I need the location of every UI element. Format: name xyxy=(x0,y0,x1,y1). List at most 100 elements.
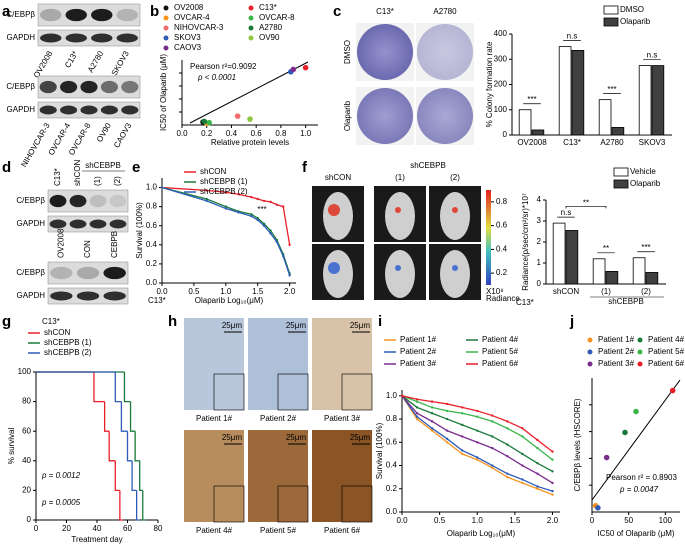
x-tick-label: (1) xyxy=(601,287,611,296)
blot xyxy=(47,189,129,213)
point xyxy=(622,429,628,436)
legend-marker xyxy=(163,5,169,11)
y-axis-label: Radiance(p/sec/cm²/sr)*10⁷ xyxy=(521,193,530,291)
image-row-label: DMSO xyxy=(343,40,352,64)
point xyxy=(415,406,419,409)
step xyxy=(119,490,123,521)
bar xyxy=(565,230,579,285)
point xyxy=(206,119,212,126)
point xyxy=(290,66,297,73)
legend-label: Olaparib xyxy=(620,17,651,26)
y-tick-label: 3 xyxy=(537,216,542,225)
annotation: ** xyxy=(603,244,609,253)
point xyxy=(603,454,610,461)
lane-label: C13* xyxy=(53,168,62,186)
y-tick-label: 4 xyxy=(537,195,542,204)
legend-marker xyxy=(248,5,254,11)
blot-band xyxy=(109,194,127,208)
point xyxy=(247,116,253,122)
blot-band xyxy=(76,266,100,280)
legend-marker xyxy=(613,167,629,177)
blot-band xyxy=(121,80,139,94)
point xyxy=(224,207,228,210)
legend-marker xyxy=(248,25,254,31)
mouse xyxy=(440,192,470,240)
scale-label: 25μm xyxy=(350,321,371,330)
x-tick-label: 0.0 xyxy=(396,516,408,525)
image-label: Patient 4# xyxy=(196,526,233,535)
annotation: p = 0.0012 xyxy=(41,471,81,480)
blot-band xyxy=(76,291,100,301)
ihc-inset xyxy=(341,373,373,411)
blot-band xyxy=(100,105,118,115)
blot-band xyxy=(49,219,67,229)
annotation: Pearson r² = 0.8903 xyxy=(606,473,677,482)
x-tick-label: 20 xyxy=(62,524,71,533)
point xyxy=(476,429,479,432)
point xyxy=(430,420,434,423)
blot-band xyxy=(89,194,107,208)
colorbar-tick-label: 0.8 xyxy=(496,197,508,206)
y-tick-label: 0.6 xyxy=(386,437,398,446)
legend-label: SKOV3 xyxy=(174,33,201,42)
lane-label: OV90 xyxy=(95,121,113,144)
legend-label: Olaparib xyxy=(630,179,661,188)
blot-row-label: C/EBPβ xyxy=(6,10,35,19)
signal xyxy=(452,265,458,271)
point xyxy=(415,415,419,418)
blot xyxy=(37,3,141,27)
blot-band xyxy=(91,33,113,43)
image-label: Patient 5# xyxy=(260,526,297,535)
point xyxy=(476,415,479,418)
bar xyxy=(611,127,625,136)
point xyxy=(275,240,279,244)
fit-line xyxy=(591,379,681,501)
image-label: Patient 1# xyxy=(196,414,233,423)
point xyxy=(460,406,464,409)
point xyxy=(536,462,539,465)
bar xyxy=(558,46,572,136)
bracket xyxy=(565,205,607,209)
point xyxy=(256,218,259,222)
ihc-inset xyxy=(213,485,245,523)
legend-label: Patient 4# xyxy=(482,335,519,344)
lane-label: OV2008 xyxy=(32,49,55,79)
point xyxy=(415,400,419,403)
blot-band xyxy=(40,33,62,43)
x-tick-label: 50 xyxy=(624,516,633,525)
blot-row-label: GAPDH xyxy=(17,291,46,300)
x-axis-label: Olaparib Log₁₀(μM) xyxy=(195,296,264,305)
scale-label: 25μm xyxy=(286,433,307,442)
blot-band xyxy=(116,8,138,22)
legend-label: OV2008 xyxy=(174,3,204,12)
y-tick-label: 40 xyxy=(22,456,31,465)
scale-label: 25μm xyxy=(286,321,307,330)
annotation: *** xyxy=(641,243,650,252)
legend-label: A2780 xyxy=(259,23,283,32)
point xyxy=(491,446,494,450)
panel-label: f xyxy=(302,159,308,176)
point xyxy=(595,505,601,511)
mouse xyxy=(385,192,415,240)
image-label: Patient 6# xyxy=(324,526,361,535)
y-tick-label: 0.4 xyxy=(146,240,158,249)
blot-band xyxy=(91,8,113,22)
lane-label: CEBPB xyxy=(110,231,119,258)
y-tick-label: 0.2 xyxy=(146,259,158,268)
point xyxy=(460,449,464,452)
legend-marker xyxy=(603,5,619,15)
y-axis-label: % survival xyxy=(7,428,16,465)
step xyxy=(129,401,136,432)
panel-label: e xyxy=(132,159,140,176)
point xyxy=(460,452,464,456)
y-tick-label: 0 xyxy=(537,279,542,288)
x-axis-label: Relative protein levels xyxy=(211,138,289,147)
blot xyxy=(37,29,141,47)
legend-label: shCEBPB (1) xyxy=(44,338,92,347)
ihc-inset xyxy=(277,373,309,411)
point xyxy=(506,475,509,479)
legend-label: Patient 5# xyxy=(482,347,519,356)
y-tick-label: 0.4 xyxy=(386,461,398,470)
legend-label: OVCAR-8 xyxy=(259,13,295,22)
